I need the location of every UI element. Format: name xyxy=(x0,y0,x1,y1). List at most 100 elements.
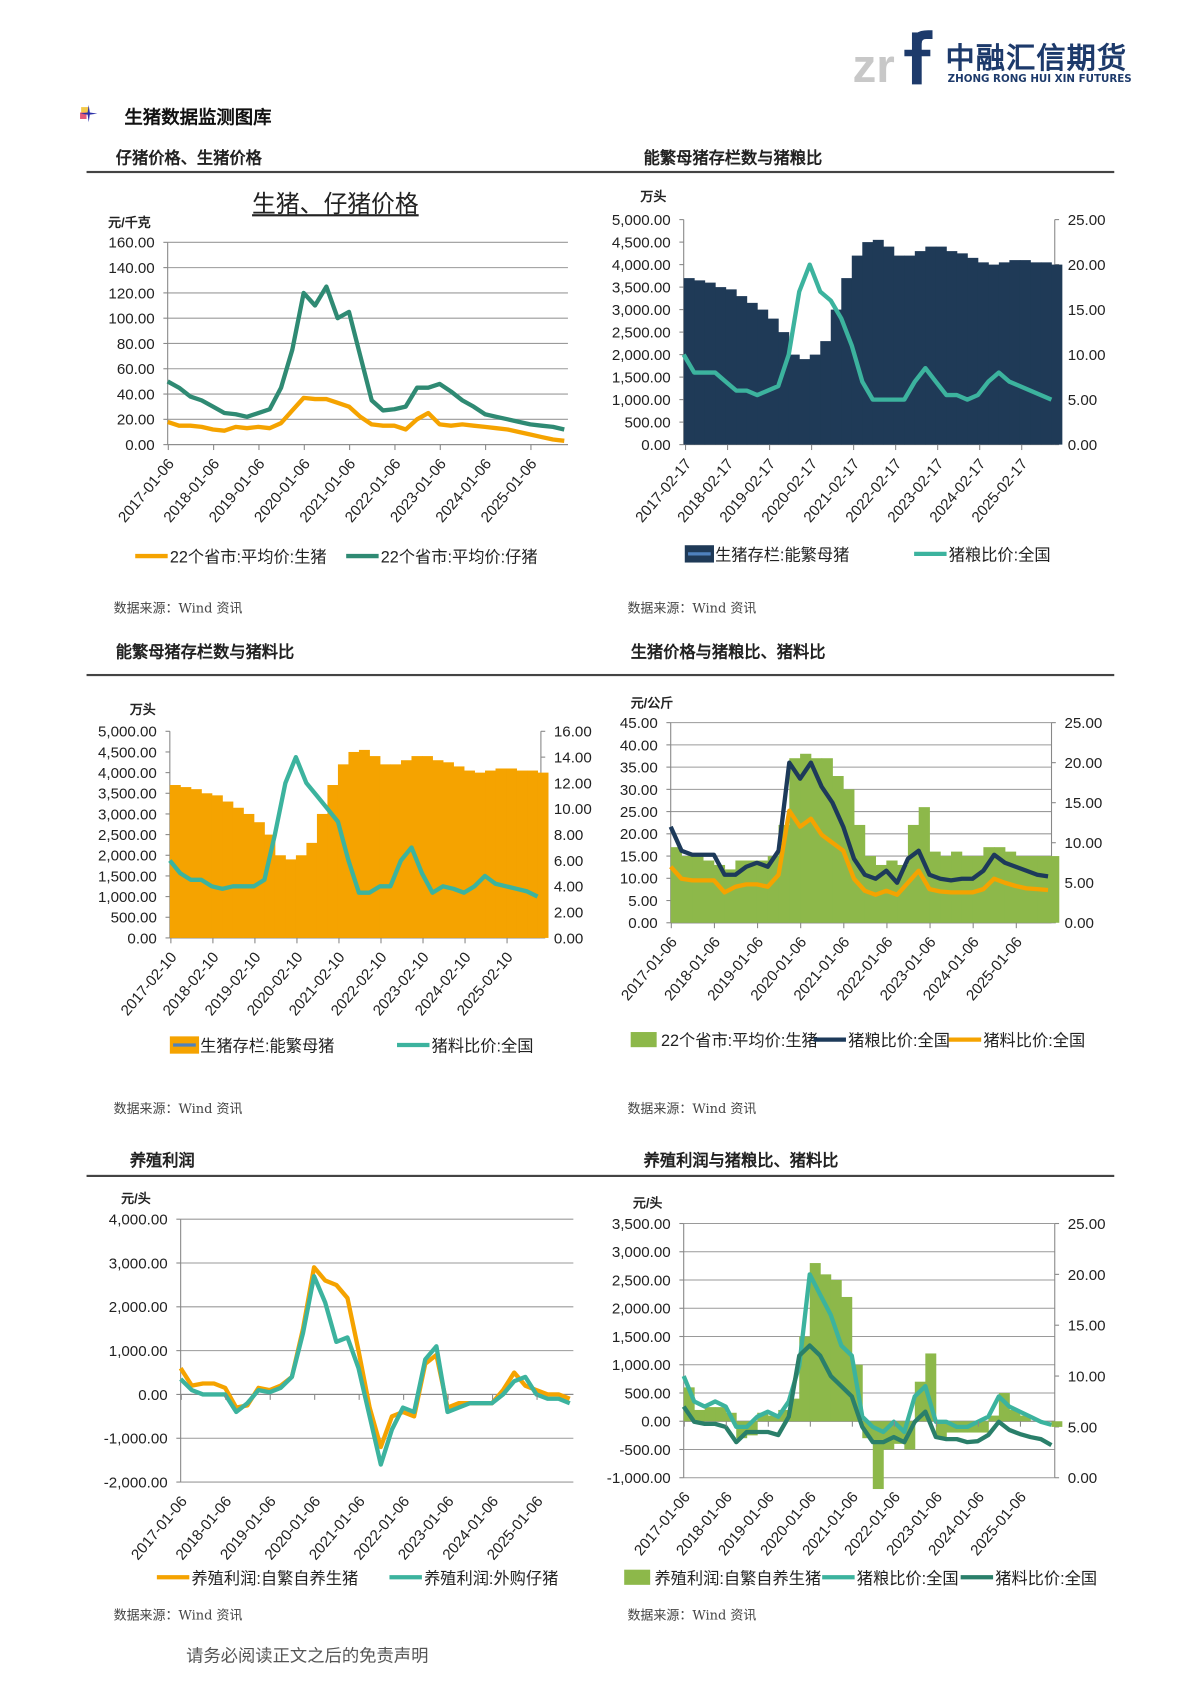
bar xyxy=(704,282,716,445)
y-tick-label: 10.00 xyxy=(620,871,658,888)
bar xyxy=(988,1415,1000,1422)
y2-tick-label: 15.00 xyxy=(1064,795,1102,812)
y-tick-label: -500.00 xyxy=(619,1442,670,1459)
bar xyxy=(683,1387,695,1422)
bar xyxy=(421,756,433,938)
bar xyxy=(201,793,213,938)
y-tick-label: 3,000.00 xyxy=(612,1244,671,1261)
bar xyxy=(809,354,821,445)
y2-tick-label: 10.00 xyxy=(554,801,592,818)
y-tick-label: 4,000.00 xyxy=(98,765,157,782)
divider xyxy=(86,1174,1115,1177)
bar xyxy=(789,758,801,923)
bar xyxy=(369,756,381,938)
chart-2: 万头 0.00 500.00 1,000.00 1,500.00 2,000.00 2,50… xyxy=(612,189,1106,564)
y-axis-unit-label: 元/头 xyxy=(121,1191,151,1206)
bar xyxy=(211,795,223,938)
chart-3: 万头 0.00 500.00 1,000.00 1,500.00 2,000.00 2,50… xyxy=(98,702,592,1056)
bar xyxy=(925,246,937,445)
y-tick-label: 3,500.00 xyxy=(612,280,671,297)
y2-tick-label: 20.00 xyxy=(1068,1267,1106,1284)
y-tick-label: 100.00 xyxy=(108,311,154,328)
bar xyxy=(977,262,989,445)
line-series xyxy=(669,808,1049,897)
y-tick-label: 3,500.00 xyxy=(98,786,157,803)
y-tick-label: 4,500.00 xyxy=(98,744,157,761)
bar xyxy=(778,824,790,923)
y2-tick-label: 25.00 xyxy=(1064,715,1102,732)
y-tick-label: 0.00 xyxy=(127,930,156,947)
bar xyxy=(316,813,328,938)
bar xyxy=(893,1421,905,1444)
y-axis-unit-label: 元/头 xyxy=(633,1195,663,1210)
bar xyxy=(914,251,926,445)
panel-heading: 能繁母猪存栏数与猪粮比 xyxy=(643,148,823,168)
bar xyxy=(285,859,297,938)
legend-label: 生猪存栏:能繁母猪 xyxy=(715,546,849,564)
bar xyxy=(715,287,727,445)
legend-swatch xyxy=(624,1569,651,1585)
bar xyxy=(232,807,244,938)
bar xyxy=(830,309,842,445)
bar xyxy=(883,246,895,445)
bar xyxy=(757,1412,769,1422)
y2-tick-label: 0.00 xyxy=(554,930,583,947)
bar xyxy=(703,860,715,923)
line-series xyxy=(668,760,1049,885)
bar xyxy=(527,770,538,938)
bar xyxy=(735,860,747,923)
bar-series xyxy=(169,749,549,938)
bar xyxy=(474,772,486,938)
y-axis-unit-label: 元/公斤 xyxy=(631,695,674,710)
bar xyxy=(411,756,423,938)
y-tick-label: 5,000.00 xyxy=(98,724,157,741)
bar xyxy=(243,813,255,938)
bar xyxy=(327,785,339,938)
chart-1: 元/千克 0.00 20.00 40.00 60.00 80.00 100.00 120.00… xyxy=(108,215,568,567)
y-tick-label: 4,000.00 xyxy=(612,257,671,274)
y-tick-label: 5.00 xyxy=(628,893,657,910)
bar xyxy=(274,855,286,938)
bar xyxy=(810,758,823,923)
bar xyxy=(904,255,916,445)
bar xyxy=(967,1421,979,1433)
legend-label: 猪粮比价:全国 xyxy=(949,546,1051,564)
y2-tick-label: 14.00 xyxy=(554,750,592,767)
bar xyxy=(961,856,974,923)
bar xyxy=(1051,264,1063,445)
y-tick-label: 60.00 xyxy=(117,361,155,378)
y-tick-label: -2,000.00 xyxy=(104,1474,168,1491)
legend-swatch xyxy=(630,1032,657,1048)
bar xyxy=(516,770,528,938)
bar xyxy=(1019,1415,1031,1422)
y2-tick-label: 5.00 xyxy=(1068,1419,1097,1436)
bar xyxy=(940,856,952,923)
y-tick-label: 140.00 xyxy=(108,260,154,277)
y2-tick-label: 15.00 xyxy=(1068,302,1106,319)
y-tick-label: 2,500.00 xyxy=(98,827,157,844)
bar xyxy=(925,1353,937,1422)
bar xyxy=(998,262,1010,445)
y-tick-label: 20.00 xyxy=(117,412,155,429)
y-tick-label: 40.00 xyxy=(620,737,658,754)
legend-label: 猪料比价:全国 xyxy=(432,1038,534,1056)
y-tick-label: 35.00 xyxy=(620,760,658,777)
y2-tick-label: 10.00 xyxy=(1068,347,1106,364)
bar xyxy=(872,1421,884,1490)
company-logo: zr 中融汇信期货 ZHONG RONG HUI XIN FUTURES xyxy=(852,28,1132,93)
bar xyxy=(799,1336,811,1422)
bar xyxy=(841,1296,853,1422)
y-tick-label: 160.00 xyxy=(108,235,154,252)
y2-tick-label: 20.00 xyxy=(1064,755,1102,772)
bar xyxy=(715,1407,727,1422)
legend-label: 养殖利润:外购仔猪 xyxy=(424,1570,558,1588)
bar xyxy=(358,749,370,938)
bar xyxy=(190,789,202,938)
section-title: 生猪数据监测图库 xyxy=(124,107,272,129)
line-series xyxy=(681,262,1053,402)
data-source: 数据来源：Wind 资讯 xyxy=(113,600,243,616)
bar xyxy=(1019,260,1031,445)
chart-5: 元/头 -2,000.00 -1,000.00 0.00 1,000.00 2,000.0… xyxy=(104,1191,574,1588)
bar xyxy=(1009,260,1021,445)
